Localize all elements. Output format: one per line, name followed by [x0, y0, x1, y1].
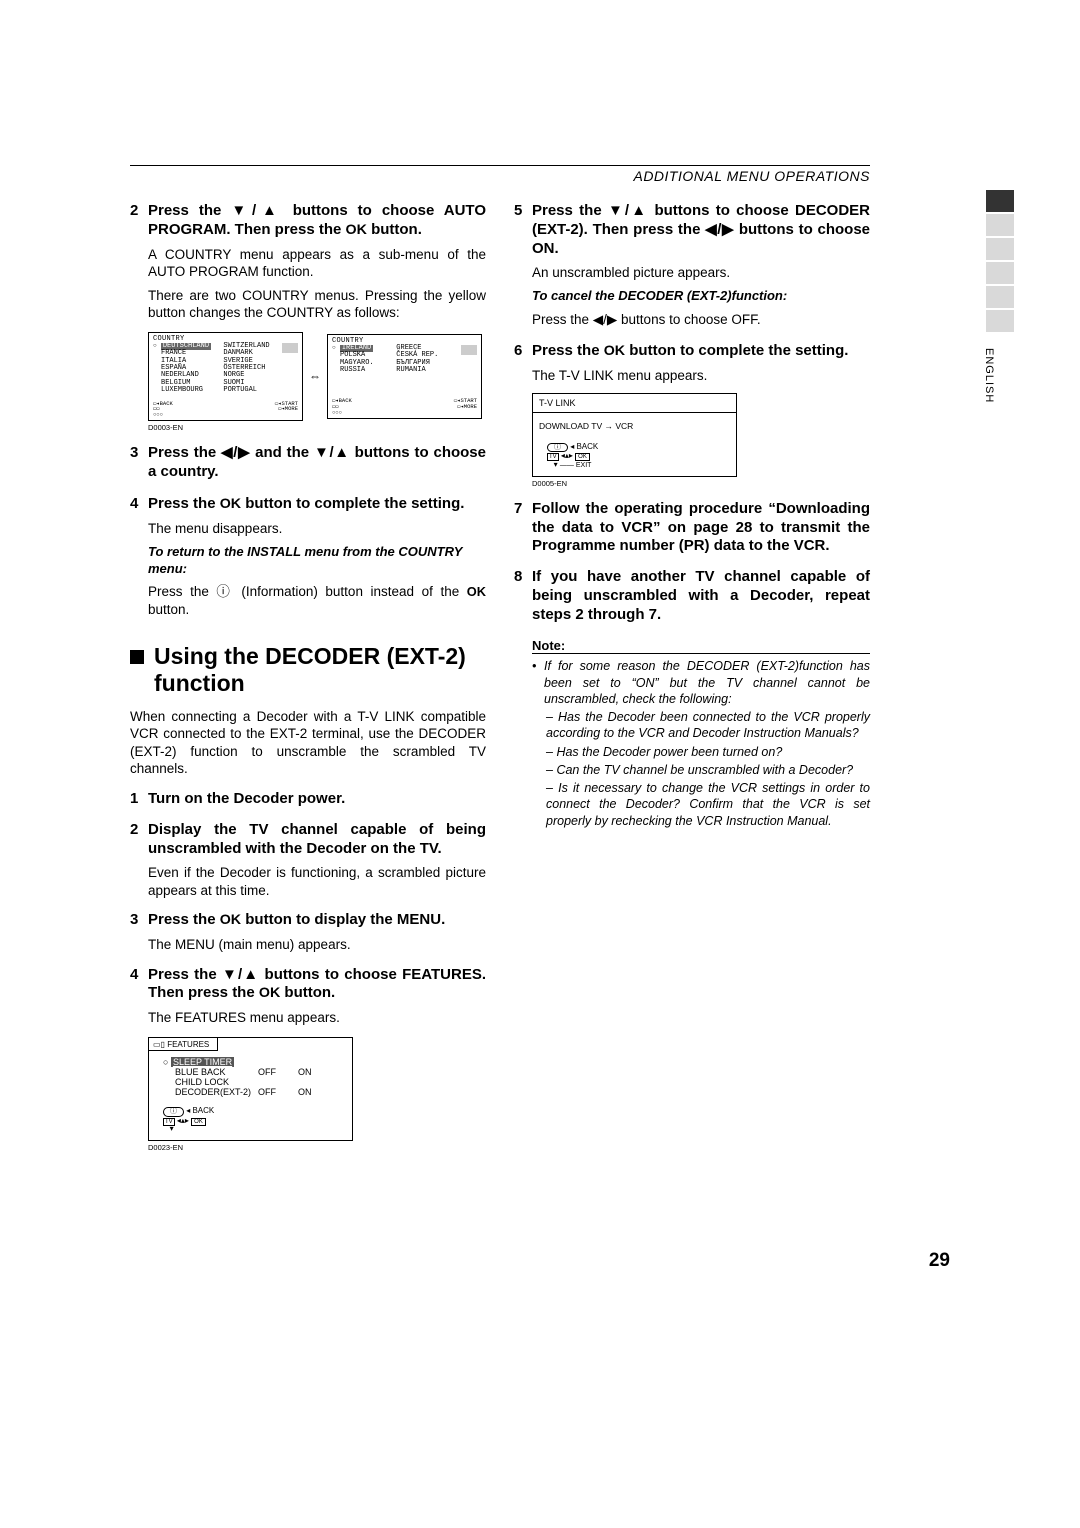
right-column: 5 Press the ▼/▲ buttons to choose DECODE…: [514, 202, 870, 1152]
side-index-tabs: [986, 190, 1014, 334]
step-instruction: Follow the operating procedure “Download…: [532, 500, 870, 556]
page-content: ADDITIONAL MENU OPERATIONS 2 Press the ▼…: [130, 165, 870, 1152]
decoder-step-6: 6 Press the OK button to complete the se…: [514, 342, 870, 384]
decoder-step-4: 4 Press the ▼/▲ buttons to choose FEATUR…: [130, 966, 486, 1027]
ok-icon: OK: [220, 912, 241, 928]
note-label: Note:: [532, 638, 870, 654]
swap-arrow-icon: ⇔: [309, 369, 321, 383]
country-menu-a: COUNTRY ○ DEUTSCHLAND FRANCE ITALIA ESPA…: [148, 332, 303, 421]
step-instruction: Press the ◀/▶ and the ▼/▲ buttons to cho…: [148, 444, 486, 482]
step-number: 2: [130, 821, 148, 900]
step-number: 5: [514, 202, 532, 328]
ok-icon: OK: [604, 343, 625, 359]
step-number: 4: [130, 966, 148, 1027]
decoder-step-5: 5 Press the ▼/▲ buttons to choose DECODE…: [514, 202, 870, 328]
step-description: An unscrambled picture appears.: [532, 264, 870, 282]
decoder-step-1: 1 Turn on the Decoder power.: [130, 790, 486, 809]
step-instruction: Press the OK button to complete the sett…: [148, 495, 486, 514]
side-language-label: ENGLISH: [983, 348, 995, 403]
figure-caption: D0003-EN: [148, 423, 486, 432]
note-item: – Has the Decoder been connected to the …: [546, 709, 870, 742]
step-description: The T-V LINK menu appears.: [532, 367, 870, 385]
section-header: ADDITIONAL MENU OPERATIONS: [130, 165, 870, 184]
step-3: 3 Press the ◀/▶ and the ▼/▲ buttons to c…: [130, 444, 486, 482]
step-2: 2 Press the ▼/▲ buttons to choose AUTO P…: [130, 202, 486, 322]
section-intro: When connecting a Decoder with a T-V LIN…: [130, 708, 486, 778]
step-instruction: Display the TV channel capable of being …: [148, 821, 486, 859]
step-number: 7: [514, 500, 532, 556]
step-number: 3: [130, 444, 148, 482]
step-instruction: Press the ▼/▲ buttons to choose AUTO PRO…: [148, 202, 486, 240]
step-description: The menu disappears.: [148, 520, 486, 538]
ok-icon: OK: [467, 584, 486, 599]
section-heading: Using the DECODER (EXT-2) function: [130, 643, 486, 698]
step-instruction: Press the ▼/▲ buttons to choose DECODER …: [532, 202, 870, 258]
figure-caption: D0005-EN: [532, 479, 870, 488]
note-body: •If for some reason the DECODER (EXT-2)f…: [532, 658, 870, 829]
left-column: 2 Press the ▼/▲ buttons to choose AUTO P…: [130, 202, 486, 1152]
step-description: Press the ◀/▶ buttons to choose OFF.: [532, 311, 870, 329]
step-description: The MENU (main menu) appears.: [148, 936, 486, 954]
page-number: 29: [929, 1250, 950, 1272]
country-menu-diagram: COUNTRY ○ DEUTSCHLAND FRANCE ITALIA ESPA…: [148, 332, 486, 421]
step-number: 6: [514, 342, 532, 384]
step-description: There are two COUNTRY menus. Pressing th…: [148, 287, 486, 322]
step-subheading: To return to the INSTALL menu from the C…: [148, 544, 486, 578]
note-item: – Is it necessary to change the VCR sett…: [546, 780, 870, 829]
features-tab: ▭▯ FEATURES: [149, 1038, 218, 1051]
info-icon: ⓘ: [216, 584, 233, 599]
step-number: 1: [130, 790, 148, 809]
figure-caption: D0023-EN: [148, 1143, 486, 1152]
step-instruction: Turn on the Decoder power.: [148, 790, 486, 809]
step-number: 4: [130, 495, 148, 618]
note-item: – Has the Decoder power been turned on?: [546, 744, 870, 760]
step-instruction: If you have another TV channel capable o…: [532, 568, 870, 624]
ok-icon: OK: [259, 985, 280, 1001]
step-instruction: Press the OK button to display the MENU.: [148, 911, 486, 930]
step-number: 8: [514, 568, 532, 624]
decoder-step-2: 2 Display the TV channel capable of bein…: [130, 821, 486, 900]
step-4: 4 Press the OK button to complete the se…: [130, 495, 486, 618]
step-description: Press the ⓘ (Information) button instead…: [148, 583, 486, 618]
step-number: 2: [130, 202, 148, 322]
decoder-step-7: 7 Follow the operating procedure “Downlo…: [514, 500, 870, 556]
step-number: 3: [130, 911, 148, 953]
ok-icon: OK: [220, 496, 241, 512]
ok-icon: OK: [346, 222, 367, 238]
decoder-step-3: 3 Press the OK button to display the MEN…: [130, 911, 486, 953]
step-instruction: Press the OK button to complete the sett…: [532, 342, 870, 361]
step-instruction: Press the ▼/▲ buttons to choose FEATURES…: [148, 966, 486, 1004]
step-description: Even if the Decoder is functioning, a sc…: [148, 864, 486, 899]
decoder-step-8: 8 If you have another TV channel capable…: [514, 568, 870, 624]
features-menu-figure: ▭▯ FEATURES ○ SLEEP TIMER BLUE BACKOFFON…: [148, 1037, 353, 1141]
tvlink-menu-figure: T-V LINK DOWNLOAD TV → VCR ⓘ ◂ BACK TV ◂…: [532, 393, 737, 477]
country-menu-b: COUNTRY ○ IRELAND POLSKA MAGYARO. RUSSIA…: [327, 334, 482, 419]
step-subheading: To cancel the DECODER (EXT-2)function:: [532, 288, 870, 305]
note-item: – Can the TV channel be unscrambled with…: [546, 762, 870, 778]
step-description: A COUNTRY menu appears as a sub-menu of …: [148, 246, 486, 281]
square-bullet-icon: [130, 650, 144, 664]
step-description: The FEATURES menu appears.: [148, 1009, 486, 1027]
